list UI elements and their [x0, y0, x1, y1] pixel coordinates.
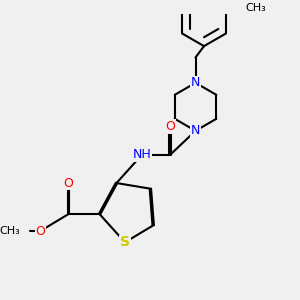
Text: N: N [191, 124, 200, 137]
Text: N: N [191, 76, 200, 89]
Text: S: S [120, 235, 130, 249]
Text: NH: NH [133, 148, 151, 161]
Text: O: O [35, 224, 45, 238]
Text: O: O [64, 176, 74, 190]
Text: CH₃: CH₃ [246, 3, 266, 13]
Text: O: O [165, 120, 175, 133]
Text: CH₃: CH₃ [0, 226, 20, 236]
